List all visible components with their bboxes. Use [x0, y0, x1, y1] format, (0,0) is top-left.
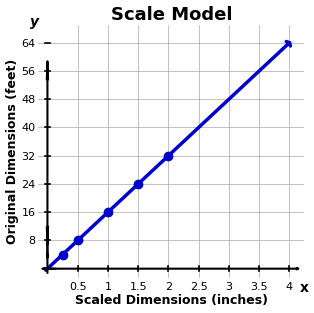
Y-axis label: Original Dimensions (feet): Original Dimensions (feet): [6, 59, 19, 244]
Title: Scale Model: Scale Model: [111, 6, 232, 23]
X-axis label: Scaled Dimensions (inches): Scaled Dimensions (inches): [75, 295, 268, 307]
Text: y: y: [30, 15, 39, 29]
Text: x: x: [299, 281, 308, 295]
